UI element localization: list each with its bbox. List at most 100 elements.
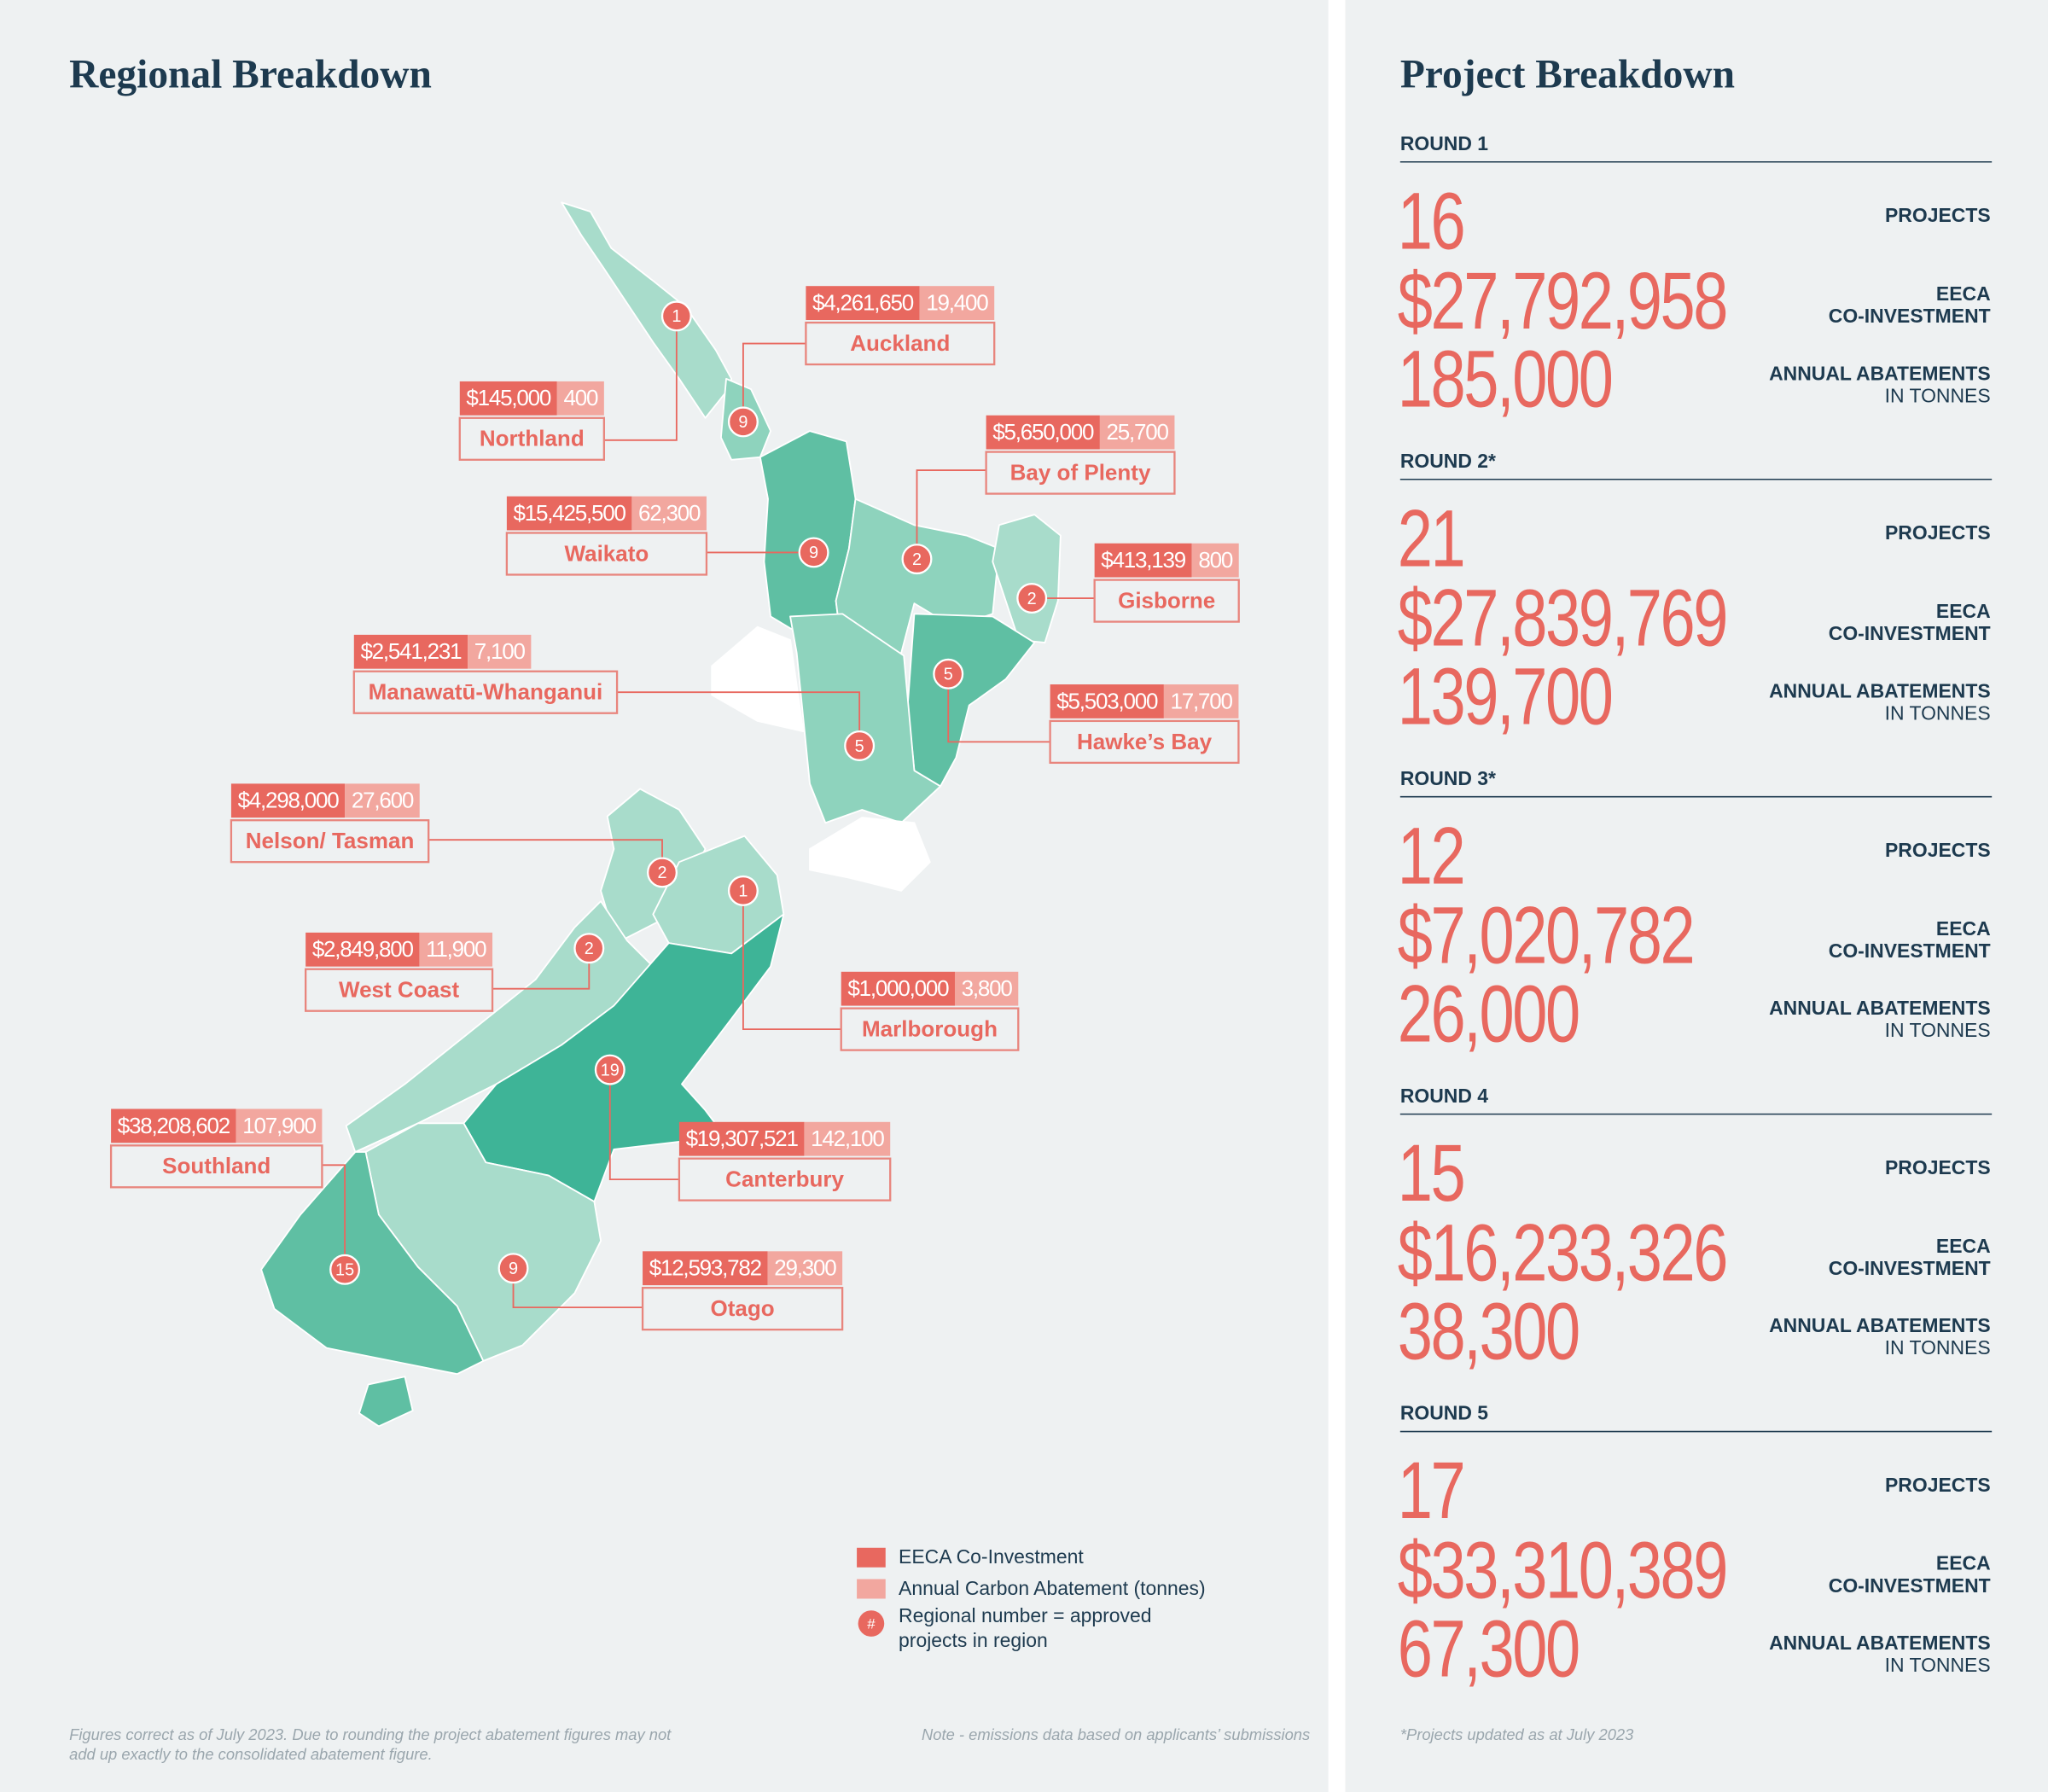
- investment-value: $19,307,521: [686, 1126, 799, 1151]
- investment-value: $4,261,650: [812, 290, 914, 316]
- investment-value: $413,139: [1101, 547, 1185, 573]
- region-name-box: [678, 1157, 892, 1201]
- abatement-value: 7,100: [474, 638, 526, 664]
- region-name: Bay of Plenty: [1010, 459, 1151, 485]
- round-metric-label: IN TONNES: [1885, 1654, 1991, 1676]
- region-name-box: [458, 416, 605, 461]
- round-metric-label: EECA: [1936, 1552, 1991, 1574]
- section-title: Project Breakdown: [1400, 53, 1735, 97]
- round-investment: $33,310,389: [1398, 1526, 1726, 1616]
- section-title: Regional Breakdown: [69, 53, 432, 97]
- region-name-box: [230, 819, 430, 864]
- project-marker: [933, 658, 964, 689]
- investment-box: [459, 381, 557, 416]
- round-abatement: 67,300: [1398, 1604, 1579, 1695]
- investment-value: $2,849,800: [312, 936, 414, 962]
- region-name: Nelson/ Tasman: [246, 828, 415, 853]
- abatement-value: 29,300: [774, 1255, 836, 1281]
- leader-line: [742, 890, 841, 1031]
- abatement-value: 27,600: [352, 788, 414, 813]
- region-name-box: [109, 1144, 323, 1189]
- abatement-box: [1191, 543, 1239, 578]
- abatement-value: 800: [1198, 547, 1232, 573]
- leader-line: [916, 469, 986, 560]
- region-name: Marlborough: [862, 1016, 998, 1042]
- investment-value: $12,593,782: [649, 1255, 762, 1281]
- legend-swatch: [857, 1547, 886, 1568]
- project-count: 19: [601, 1061, 620, 1079]
- round-projects: 17: [1398, 1446, 1464, 1536]
- round-abatement: 139,700: [1398, 652, 1612, 742]
- legend-label: Regional number = approved: [899, 1604, 1151, 1626]
- region-name: Southland: [162, 1153, 271, 1178]
- round-metric-label: ANNUAL ABATEMENTS: [1769, 1314, 1991, 1336]
- round-label: ROUND 5: [1400, 1402, 1488, 1424]
- abatement-value: 142,100: [811, 1126, 884, 1151]
- project-marker: [594, 1054, 625, 1085]
- round-metric-label: PROJECTS: [1885, 1156, 1991, 1178]
- round-label: ROUND 3*: [1400, 767, 1496, 789]
- abatement-value: 62,300: [638, 500, 701, 526]
- abatement-box: [631, 496, 707, 531]
- round-abatement: 38,300: [1398, 1287, 1579, 1377]
- legend-label: EECA Co-Investment: [899, 1545, 1084, 1568]
- abatement-value: 3,800: [962, 975, 1013, 1001]
- round-metric-label: PROJECTS: [1885, 204, 1991, 226]
- investment-box: [1050, 684, 1164, 719]
- region-name-box: [641, 1287, 844, 1331]
- project-marker: [660, 300, 692, 332]
- leader-line: [594, 316, 678, 441]
- leader-line: [608, 1069, 679, 1181]
- legend-marker: [858, 1610, 885, 1637]
- investment-box: [678, 1121, 805, 1156]
- region-name-box: [505, 532, 708, 576]
- abatement-box: [236, 1108, 323, 1143]
- investment-box: [643, 1251, 768, 1286]
- round-metric-label: ANNUAL ABATEMENTS: [1769, 997, 1991, 1019]
- region-name: Hawke’s Bay: [1077, 729, 1213, 754]
- investment-box: [305, 932, 420, 967]
- abatement-value: 25,700: [1107, 419, 1169, 445]
- investment-box: [841, 971, 955, 1006]
- abatement-value: 19,400: [926, 290, 988, 316]
- legend-swatch: [857, 1579, 886, 1599]
- region-name-box: [805, 321, 996, 366]
- round-investment: $7,020,782: [1398, 891, 1694, 981]
- round-metric-label: IN TONNES: [1885, 384, 1991, 406]
- region-shape: [992, 514, 1062, 643]
- round-metric-label: CO-INVESTMENT: [1829, 1257, 1991, 1279]
- round-projects: 21: [1398, 494, 1464, 585]
- project-marker: [573, 933, 605, 964]
- project-marker: [844, 730, 876, 761]
- round-investment: $27,792,958: [1398, 256, 1726, 346]
- round-metric-label: IN TONNES: [1885, 701, 1991, 724]
- round-metric-label: IN TONNES: [1885, 1019, 1991, 1041]
- investment-value: $38,208,602: [118, 1113, 230, 1138]
- investment-box: [111, 1108, 236, 1143]
- leader-line: [614, 691, 861, 746]
- region-shape: [711, 625, 805, 733]
- project-count: 5: [944, 666, 953, 684]
- region-name: Auckland: [850, 330, 950, 356]
- project-marker: [901, 544, 933, 575]
- round-label: ROUND 4: [1400, 1085, 1488, 1107]
- leader-line: [742, 342, 806, 422]
- region-name: West Coast: [339, 977, 460, 1003]
- round-metric-label: ANNUAL ABATEMENTS: [1769, 679, 1991, 701]
- footnote: Figures correct as of July 2023. Due to …: [69, 1725, 672, 1743]
- project-marker: [329, 1254, 361, 1285]
- investment-box: [506, 496, 632, 531]
- region-name-box: [1093, 579, 1240, 623]
- round-abatement: 26,000: [1398, 969, 1579, 1060]
- region-shape: [260, 1151, 485, 1376]
- investment-box: [1094, 543, 1192, 578]
- abatement-value: 107,900: [242, 1113, 316, 1138]
- round-metric-label: ANNUAL ABATEMENTS: [1769, 1632, 1991, 1654]
- legend: EECA Co-Investment Annual Carbon Abateme…: [857, 1545, 1206, 1651]
- footnote: add up exactly to the consolidated abate…: [69, 1745, 433, 1763]
- project-count: 2: [585, 940, 594, 958]
- project-marker: [798, 537, 829, 568]
- investment-value: $2,541,231: [360, 638, 462, 664]
- round-metric-label: IN TONNES: [1885, 1336, 1991, 1359]
